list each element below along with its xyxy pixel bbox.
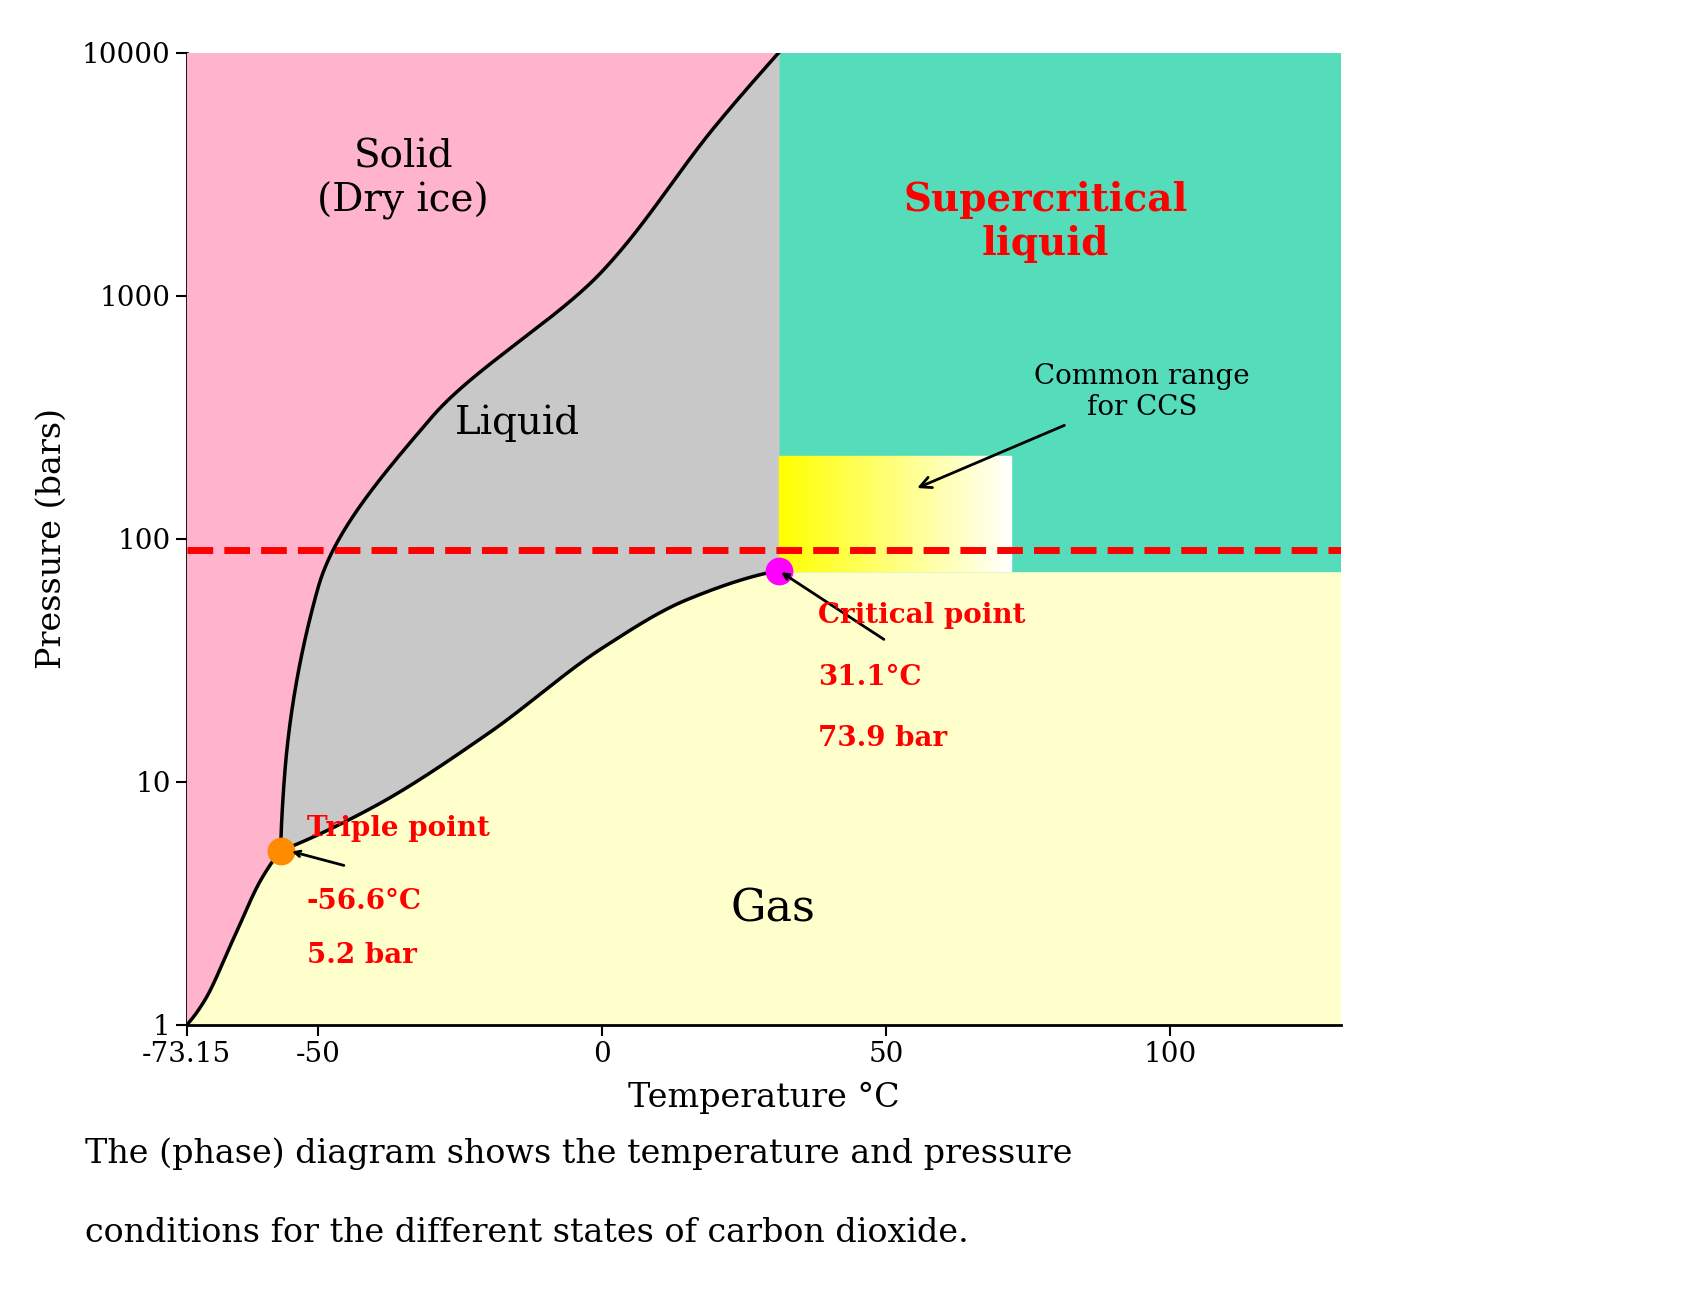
X-axis label: Temperature °C: Temperature °C	[628, 1081, 899, 1114]
Polygon shape	[954, 456, 955, 570]
Polygon shape	[898, 456, 901, 570]
Polygon shape	[974, 456, 976, 570]
Polygon shape	[962, 456, 964, 570]
Polygon shape	[791, 456, 794, 570]
Polygon shape	[944, 456, 947, 570]
Polygon shape	[857, 456, 860, 570]
Polygon shape	[865, 456, 869, 570]
Polygon shape	[869, 456, 872, 570]
Text: conditions for the different states of carbon dioxide.: conditions for the different states of c…	[85, 1217, 969, 1248]
Polygon shape	[984, 456, 988, 570]
Polygon shape	[877, 456, 881, 570]
Polygon shape	[784, 456, 787, 570]
Polygon shape	[964, 456, 967, 570]
Polygon shape	[832, 456, 833, 570]
Polygon shape	[994, 456, 996, 570]
Polygon shape	[950, 456, 954, 570]
Polygon shape	[901, 456, 905, 570]
Polygon shape	[996, 456, 1000, 570]
Polygon shape	[942, 456, 944, 570]
Polygon shape	[779, 53, 1341, 570]
Polygon shape	[864, 456, 865, 570]
Polygon shape	[854, 456, 857, 570]
Text: Critical point: Critical point	[818, 602, 1025, 629]
Polygon shape	[881, 456, 884, 570]
Polygon shape	[913, 456, 915, 570]
Polygon shape	[794, 456, 796, 570]
Polygon shape	[816, 456, 820, 570]
Polygon shape	[894, 456, 898, 570]
Text: Triple point: Triple point	[307, 815, 490, 842]
Polygon shape	[933, 456, 935, 570]
Polygon shape	[845, 456, 848, 570]
Polygon shape	[988, 456, 991, 570]
Text: The (phase) diagram shows the temperature and pressure: The (phase) diagram shows the temperatur…	[85, 1137, 1073, 1169]
Polygon shape	[811, 456, 813, 570]
Polygon shape	[874, 456, 877, 570]
Polygon shape	[843, 456, 845, 570]
Polygon shape	[796, 456, 799, 570]
Text: -56.6°C: -56.6°C	[307, 888, 423, 915]
Polygon shape	[971, 456, 974, 570]
Polygon shape	[906, 456, 910, 570]
Polygon shape	[938, 456, 942, 570]
Polygon shape	[820, 456, 823, 570]
Polygon shape	[787, 456, 791, 570]
Polygon shape	[930, 456, 933, 570]
Text: Gas: Gas	[730, 887, 815, 930]
Polygon shape	[187, 53, 779, 1025]
Y-axis label: Pressure (bars): Pressure (bars)	[36, 409, 68, 669]
Text: 31.1°C: 31.1°C	[818, 664, 921, 691]
Polygon shape	[925, 456, 927, 570]
Polygon shape	[991, 456, 994, 570]
Polygon shape	[813, 456, 816, 570]
Polygon shape	[782, 456, 784, 570]
Polygon shape	[983, 456, 984, 570]
Polygon shape	[825, 456, 828, 570]
Polygon shape	[959, 456, 962, 570]
Polygon shape	[833, 456, 837, 570]
Polygon shape	[1003, 456, 1005, 570]
Polygon shape	[804, 456, 808, 570]
Polygon shape	[905, 456, 906, 570]
Polygon shape	[967, 456, 971, 570]
Polygon shape	[860, 456, 864, 570]
Polygon shape	[893, 456, 894, 570]
Polygon shape	[1005, 456, 1008, 570]
Polygon shape	[927, 456, 930, 570]
Polygon shape	[808, 456, 811, 570]
Text: Solid
(Dry ice): Solid (Dry ice)	[317, 139, 489, 221]
Polygon shape	[921, 456, 925, 570]
Polygon shape	[976, 456, 979, 570]
Polygon shape	[918, 456, 921, 570]
Polygon shape	[1008, 456, 1011, 570]
Polygon shape	[910, 456, 913, 570]
Polygon shape	[840, 456, 843, 570]
Polygon shape	[955, 456, 959, 570]
Polygon shape	[886, 456, 889, 570]
Polygon shape	[889, 456, 893, 570]
Polygon shape	[947, 456, 950, 570]
Polygon shape	[280, 53, 779, 851]
Polygon shape	[979, 456, 983, 570]
Polygon shape	[848, 456, 852, 570]
Text: Liquid: Liquid	[455, 403, 580, 442]
Polygon shape	[915, 456, 918, 570]
Polygon shape	[837, 456, 840, 570]
Polygon shape	[803, 456, 804, 570]
Polygon shape	[799, 456, 803, 570]
Text: 5.2 bar: 5.2 bar	[307, 942, 417, 968]
Polygon shape	[1000, 456, 1003, 570]
Polygon shape	[187, 570, 1341, 1025]
Text: 73.9 bar: 73.9 bar	[818, 725, 947, 753]
Polygon shape	[852, 456, 854, 570]
Polygon shape	[779, 456, 782, 570]
Polygon shape	[823, 456, 825, 570]
Polygon shape	[872, 456, 874, 570]
Polygon shape	[884, 456, 886, 570]
Polygon shape	[935, 456, 938, 570]
Polygon shape	[828, 456, 832, 570]
Text: Common range
for CCS: Common range for CCS	[920, 363, 1249, 487]
Text: Supercritical
liquid: Supercritical liquid	[903, 181, 1188, 264]
